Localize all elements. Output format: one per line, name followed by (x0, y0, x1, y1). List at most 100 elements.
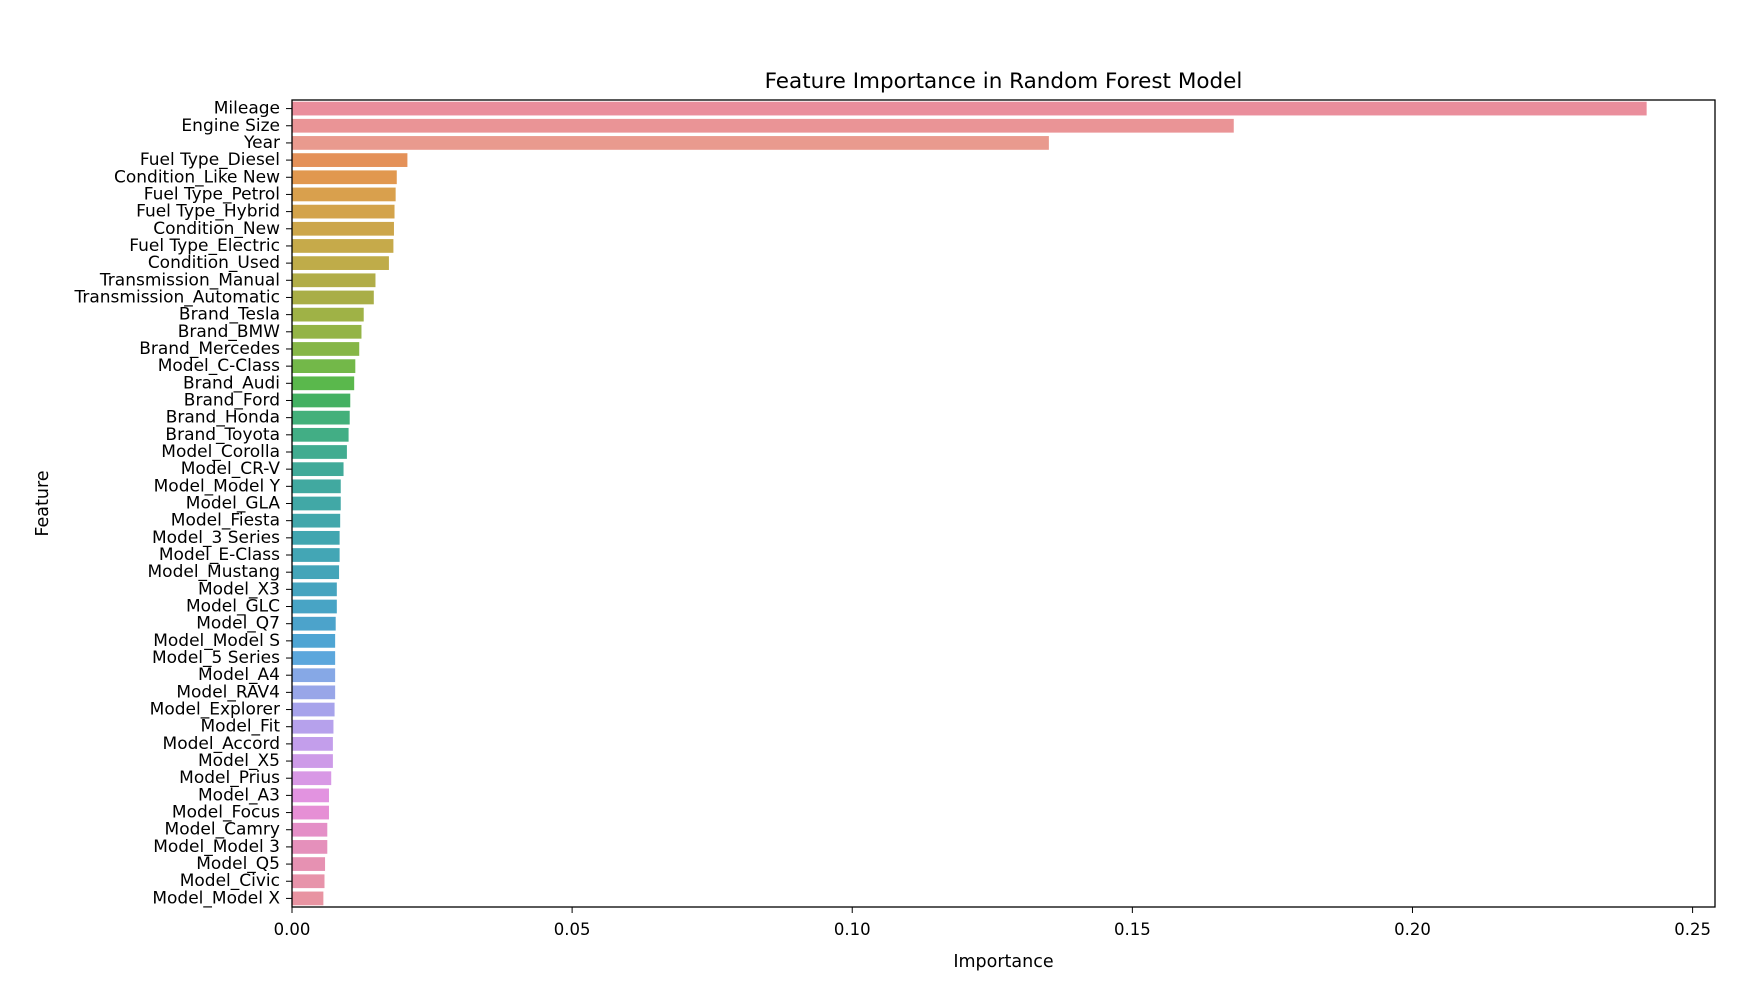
y-tick-label: Year (243, 133, 280, 153)
y-tick-label: Transmission_Automatic (73, 287, 280, 307)
x-tick-label: 0.15 (1114, 920, 1151, 939)
x-tick-label: 0.25 (1674, 920, 1711, 939)
y-tick-label: Model_Mustang (148, 562, 281, 582)
bar (292, 668, 336, 683)
y-tick-label: Model_Camry (165, 820, 280, 840)
bar (292, 599, 337, 614)
bar (292, 324, 362, 339)
y-tick-label: Brand_BMW (178, 322, 280, 342)
x-tick-label: 0.20 (1394, 920, 1431, 939)
bar (292, 874, 325, 889)
y-tick-label: Model_A4 (198, 665, 280, 685)
bar (292, 840, 328, 854)
y-tick-label: Model_RAV4 (176, 682, 280, 702)
y-tick-label: Model_Model X (152, 888, 280, 908)
bar (292, 633, 336, 648)
bar (292, 170, 397, 185)
bar (292, 273, 376, 288)
y-tick-label: Model_Model Y (154, 476, 281, 496)
y-tick-label: Model_E-Class (159, 545, 280, 565)
y-tick-label: Mileage (214, 99, 280, 119)
bar (292, 221, 394, 236)
y-tick-label: Condition_Like New (114, 167, 280, 187)
bar (292, 410, 350, 425)
bar (292, 153, 408, 167)
bar (292, 737, 333, 751)
y-tick-label: Brand_Mercedes (139, 339, 280, 359)
x-tick-label: 0.00 (274, 920, 311, 939)
bar (292, 342, 360, 356)
bar (292, 187, 396, 202)
y-tick-label: Model_CR-V (181, 459, 281, 479)
bar (292, 101, 1647, 116)
y-tick-label: Brand_Honda (166, 408, 280, 428)
bar (292, 307, 364, 322)
bar (292, 616, 336, 631)
bar (292, 702, 335, 717)
y-tick-label: Model_Fiesta (171, 511, 280, 531)
bar (292, 204, 395, 219)
y-tick-label: Model_Prius (179, 768, 280, 788)
y-axis-label: Feature (33, 470, 53, 536)
y-tick-label: Model_X5 (198, 751, 280, 771)
bar (292, 256, 389, 270)
bar (292, 290, 374, 305)
y-tick-label: Model_5 Series (152, 648, 280, 668)
bar (292, 359, 356, 374)
y-tick-label: Brand_Tesla (179, 305, 280, 325)
y-tick-label: Fuel Type_Diesel (140, 150, 280, 170)
bar (292, 805, 329, 820)
y-tick-label: Fuel Type_Electric (129, 236, 280, 256)
y-tick-label: Model_3 Series (152, 528, 280, 548)
bar (292, 530, 340, 545)
y-tick-label: Model_Focus (172, 803, 280, 823)
bar (292, 479, 341, 494)
bar (292, 376, 355, 391)
bar (292, 857, 326, 871)
bars-layer (292, 101, 1647, 906)
y-tick-label: Transmission_Manual (99, 270, 280, 290)
y-tick-label: Model_Explorer (150, 700, 280, 720)
bar (292, 582, 337, 597)
y-tick-label: Model_X3 (198, 579, 280, 599)
bar (292, 685, 336, 700)
bar (292, 822, 328, 837)
y-tick-label: Engine Size (181, 116, 280, 136)
y-tick-label: Condition_Used (148, 253, 280, 273)
bar (292, 771, 332, 786)
bar (292, 239, 394, 253)
y-tick-label: Condition_New (153, 219, 280, 239)
bar (292, 462, 344, 477)
y-tick-label: Brand_Ford (184, 390, 280, 410)
y-tick-label: Model_Fit (201, 717, 281, 737)
bar (292, 719, 334, 734)
y-tick-label: Model_A3 (198, 785, 280, 805)
x-ticks: 0.00 0.05 0.10 0.15 0.20 0.25 (274, 907, 1711, 939)
y-tick-label: Model_Model 3 (153, 837, 280, 857)
bar (292, 136, 1049, 150)
bar (292, 548, 340, 562)
bar (292, 118, 1234, 133)
bar (292, 427, 349, 442)
y-tick-label: Brand_Audi (183, 373, 280, 393)
bar (292, 393, 351, 408)
y-tick-label: Model_Q7 (196, 614, 280, 634)
bar (292, 754, 333, 768)
y-tick-label: Model_Civic (180, 871, 280, 891)
y-tick-label: Fuel Type_Petrol (144, 184, 280, 204)
chart-title: Feature Importance in Random Forest Mode… (765, 69, 1243, 94)
bar (292, 651, 336, 665)
plot-frame (291, 99, 1716, 908)
y-tick-label: Model_Accord (163, 734, 280, 754)
x-tick-label: 0.05 (554, 920, 591, 939)
x-tick-label: 0.10 (834, 920, 871, 939)
y-tick-label: Model_C-Class (158, 356, 280, 376)
y-tick-label: Brand_Toyota (165, 425, 280, 445)
y-tick-label: Model_Model S (153, 631, 280, 651)
y-tick-label: Model_Corolla (161, 442, 280, 462)
bar (292, 565, 340, 580)
y-tick-label: Model_Q5 (196, 854, 280, 874)
x-axis-label: Importance (953, 952, 1053, 972)
